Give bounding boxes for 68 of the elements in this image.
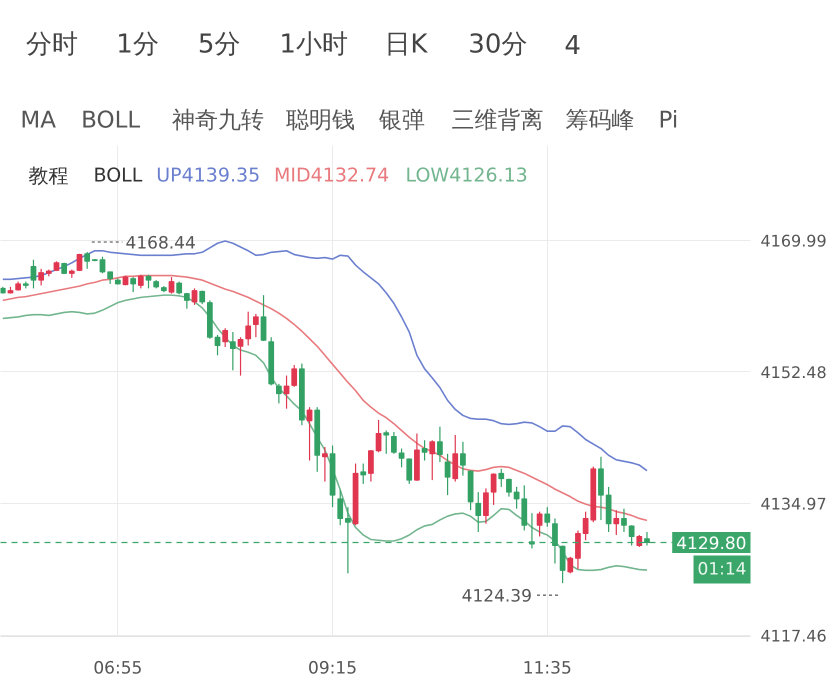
x-tick-label: 06:55	[93, 658, 142, 678]
candlestick	[567, 556, 574, 574]
candlestick	[30, 259, 36, 289]
candlestick	[238, 336, 244, 376]
x-tick-label: 09:15	[308, 658, 358, 678]
candlestick	[621, 508, 627, 533]
candlestick	[306, 406, 312, 462]
candlestick	[38, 268, 44, 286]
candlestick	[252, 313, 259, 338]
candlestick	[230, 331, 236, 371]
candlestick	[429, 440, 436, 481]
candlestick	[460, 441, 466, 476]
annotation: 教程	[28, 164, 68, 188]
candlestick	[398, 448, 404, 468]
candlestick	[222, 328, 228, 348]
x-tick-label: 11:35	[522, 658, 572, 678]
candlestick	[276, 383, 282, 404]
candlestick	[444, 453, 450, 496]
candlestick	[437, 426, 443, 463]
candlestick	[107, 271, 114, 284]
y-tick-label: 4152.48	[760, 362, 827, 382]
candlestick	[130, 276, 136, 293]
text: UP4139.35	[156, 164, 260, 186]
candlestick	[514, 486, 520, 510]
candlestick	[582, 511, 588, 541]
candlestick	[506, 478, 512, 498]
candlestick	[199, 290, 206, 305]
text: MA BOLL 神奇九转 聪明钱 银弹 三维背离 筹码峰 Pi	[20, 108, 678, 134]
candlestick	[168, 276, 174, 294]
text: 01:14	[698, 560, 747, 580]
annotation: 4168.44	[126, 233, 196, 254]
candlestick	[391, 431, 397, 454]
candlestick	[284, 374, 290, 410]
candlestick	[84, 251, 90, 270]
candlestick	[176, 280, 182, 295]
candlestick	[100, 256, 106, 274]
candlestick	[383, 430, 390, 454]
candlestick	[498, 468, 504, 488]
y-tick-label: 4117.46	[760, 626, 827, 646]
y-tick-label: 4134.97	[760, 494, 827, 514]
candlestick	[490, 472, 496, 506]
candlestick	[192, 288, 198, 306]
candlestick	[291, 364, 298, 388]
candlestick	[245, 311, 252, 346]
candlestick	[337, 489, 344, 526]
candlestick	[184, 292, 190, 310]
legend-title: BOLL	[94, 164, 143, 186]
candlestick	[260, 294, 266, 342]
candlestick	[544, 506, 550, 528]
candlestick	[138, 274, 144, 289]
candlestick	[322, 446, 328, 482]
candlestick	[483, 488, 489, 524]
annotation: 4124.39	[462, 586, 532, 607]
candlestick	[360, 462, 366, 484]
text: LOW4126.13	[406, 164, 528, 186]
candlestick	[146, 274, 152, 289]
candlestick	[122, 274, 128, 286]
annotation: 4129.80	[676, 534, 747, 554]
candlestick	[636, 534, 642, 548]
candlestick	[214, 334, 220, 356]
y-tick-label: 4169.99	[760, 231, 827, 250]
candlestick	[422, 440, 428, 462]
candlestick	[475, 492, 482, 533]
candlestick	[406, 458, 412, 484]
candlestick	[536, 511, 542, 538]
text: 分时 1分 5分 1小时 日K 30分 4	[26, 30, 581, 61]
text: MID4132.74	[274, 164, 390, 186]
candlestick	[613, 510, 620, 536]
